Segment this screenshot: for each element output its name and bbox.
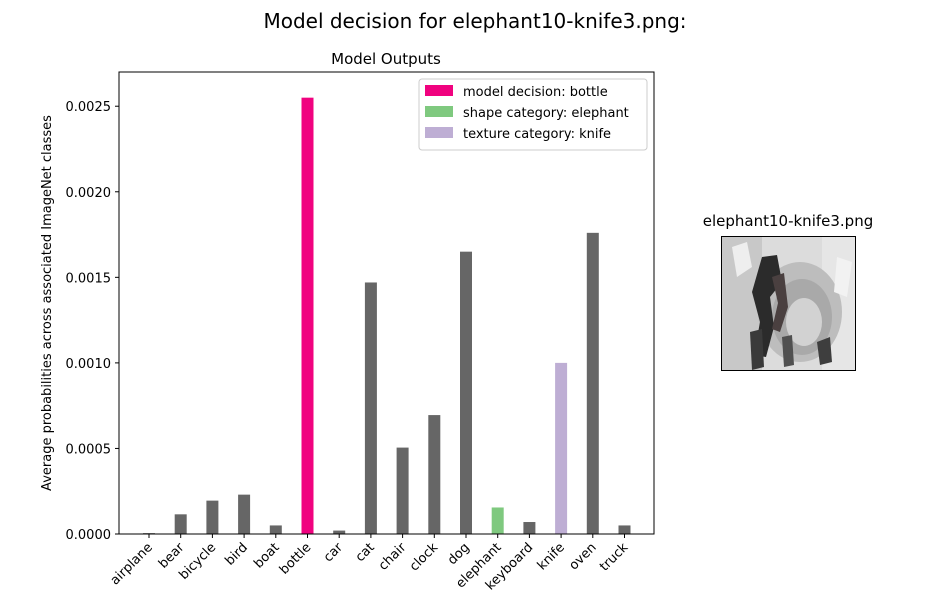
legend-swatch: [425, 85, 453, 96]
chart-title: Model Outputs: [331, 50, 441, 68]
x-tick-label-dog: dog: [445, 540, 473, 568]
bar-bicycle: [206, 500, 219, 534]
legend-box: [418, 78, 648, 151]
y-tick-label: 0.0020: [66, 186, 112, 201]
y-ticks-group: 0.0000 0.0005 0.0010 0.0015 0.0020 0.0025: [66, 100, 119, 543]
x-tick-label-car: car: [321, 540, 347, 566]
bar-oven: [586, 232, 599, 534]
bar-keyboard: [523, 522, 536, 534]
bar-boat: [269, 525, 282, 534]
x-tick-label-cat: cat: [353, 540, 378, 565]
legend-swatch: [425, 127, 453, 138]
y-tick-label: 0.0000: [66, 528, 112, 543]
bar-dog: [460, 251, 472, 535]
x-tick-label-oven: oven: [566, 540, 599, 573]
bar-elephant: [491, 507, 504, 534]
bar-bottle: [301, 97, 314, 535]
x-tick-label-clock: clock: [407, 540, 442, 575]
thumbnail-title: elephant10-knife3.png: [702, 212, 874, 230]
bar-chair: [396, 447, 409, 534]
bar-knife: [555, 362, 568, 534]
x-tick-label-truck: truck: [597, 540, 632, 575]
y-axis-label: Average probabilities across associated …: [40, 115, 55, 491]
legend-label: model decision: bottle: [463, 85, 608, 100]
legend-label: shape category: elephant: [463, 106, 629, 121]
bar-clock: [428, 415, 441, 534]
legend-label: texture category: knife: [463, 127, 611, 142]
stimulus-image: [722, 237, 855, 370]
x-tick-label-bottle: bottle: [277, 540, 314, 577]
y-tick-label: 0.0010: [66, 357, 112, 372]
plot-frame: [118, 71, 655, 535]
y-tick-label: 0.0005: [66, 442, 112, 457]
x-tick-label-airplane: airplane: [108, 540, 156, 588]
y-tick-label: 0.0015: [66, 271, 112, 286]
y-tick-label: 0.0025: [66, 100, 112, 115]
bar-cat: [364, 282, 377, 534]
legend: model decision: bottle shape category: el…: [418, 78, 648, 151]
bar-bird: [238, 494, 251, 534]
x-tick-label-knife: knife: [535, 540, 568, 573]
bar-car: [333, 530, 346, 534]
bar-truck: [618, 525, 631, 534]
x-tick-label-bird: bird: [222, 540, 250, 568]
bar-bear: [174, 514, 187, 534]
x-tick-label-chair: chair: [376, 540, 410, 574]
stimulus-thumbnail: [721, 236, 856, 371]
figure-title: Model decision for elephant10-knife3.png…: [263, 9, 686, 33]
bars-group: [143, 97, 631, 535]
legend-swatch: [425, 106, 453, 117]
